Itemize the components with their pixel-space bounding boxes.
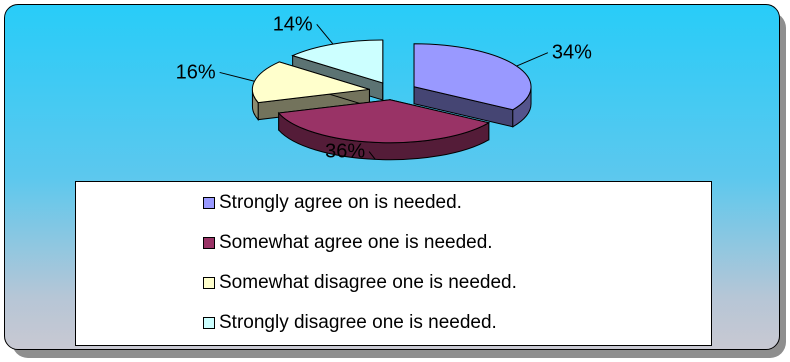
leader-line bbox=[316, 24, 334, 45]
data-label: 14% bbox=[273, 13, 313, 35]
chart-legend: Strongly agree on is needed. Somewhat ag… bbox=[75, 181, 712, 346]
leader-line bbox=[368, 151, 376, 160]
legend-item: Somewhat disagree one is needed. bbox=[203, 272, 517, 294]
data-label: 16% bbox=[176, 61, 216, 83]
data-label: 36% bbox=[325, 141, 365, 163]
legend-label: Strongly agree on is needed. bbox=[219, 192, 462, 213]
slice-top bbox=[413, 43, 532, 111]
legend-label: Somewhat disagree one is needed. bbox=[219, 272, 517, 293]
legend-swatch bbox=[203, 277, 215, 289]
chart-panel: 34% 36% 16% 14% Strongly agree on is needed… bbox=[4, 4, 780, 350]
leader-line bbox=[516, 52, 549, 67]
legend-item: Somewhat agree one is needed. bbox=[203, 232, 493, 254]
legend-item: Strongly disagree one is needed. bbox=[203, 312, 497, 334]
legend-label: Somewhat agree one is needed. bbox=[219, 232, 493, 253]
legend-swatch bbox=[203, 197, 215, 209]
legend-label: Strongly disagree one is needed. bbox=[219, 312, 497, 333]
legend-swatch bbox=[203, 317, 215, 329]
leader-line bbox=[219, 71, 255, 82]
legend-item: Strongly agree on is needed. bbox=[203, 192, 462, 214]
pie-chart: 34% 36% 16% 14% bbox=[176, 13, 593, 163]
pie-slice bbox=[413, 43, 532, 128]
pie-slice bbox=[277, 99, 491, 161]
slice-top bbox=[277, 99, 491, 144]
data-label: 34% bbox=[552, 42, 592, 64]
legend-swatch bbox=[203, 237, 215, 249]
